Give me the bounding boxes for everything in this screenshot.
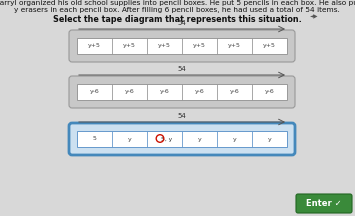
Text: y+5: y+5 bbox=[88, 43, 101, 49]
Text: y-6: y-6 bbox=[89, 89, 99, 95]
Text: 5, y: 5, y bbox=[161, 137, 172, 141]
Text: y-6: y-6 bbox=[195, 89, 204, 95]
Text: 54: 54 bbox=[178, 66, 186, 72]
Text: Select the tape diagram that represents this situation.: Select the tape diagram that represents … bbox=[53, 15, 301, 24]
Text: y: y bbox=[128, 137, 131, 141]
Text: y-6: y-6 bbox=[264, 89, 274, 95]
Text: 54: 54 bbox=[178, 20, 186, 26]
Text: y-6: y-6 bbox=[230, 89, 239, 95]
Text: y+5: y+5 bbox=[263, 43, 276, 49]
Text: Enter ✓: Enter ✓ bbox=[306, 199, 342, 208]
Text: y: y bbox=[268, 137, 271, 141]
FancyBboxPatch shape bbox=[69, 123, 295, 155]
Text: 5: 5 bbox=[93, 137, 97, 141]
Text: y+5: y+5 bbox=[228, 43, 241, 49]
Text: y+5: y+5 bbox=[193, 43, 206, 49]
Text: ◄▶: ◄▶ bbox=[310, 14, 318, 19]
Text: y erasers in each pencil box. After filling 6 pencil boxes, he had used a total : y erasers in each pencil box. After fill… bbox=[14, 7, 340, 13]
FancyBboxPatch shape bbox=[69, 30, 295, 62]
Text: y-6: y-6 bbox=[160, 89, 169, 95]
FancyBboxPatch shape bbox=[77, 38, 287, 54]
Text: 54: 54 bbox=[178, 113, 186, 119]
FancyBboxPatch shape bbox=[77, 84, 287, 100]
Text: y: y bbox=[198, 137, 201, 141]
FancyBboxPatch shape bbox=[77, 131, 287, 147]
Text: Darryl organized his old school supplies into pencil boxes. He put 5 pencils in : Darryl organized his old school supplies… bbox=[0, 0, 355, 6]
FancyBboxPatch shape bbox=[69, 76, 295, 108]
FancyBboxPatch shape bbox=[296, 194, 352, 213]
Text: y-6: y-6 bbox=[125, 89, 135, 95]
Text: y+5: y+5 bbox=[123, 43, 136, 49]
Text: y+5: y+5 bbox=[158, 43, 171, 49]
Text: y: y bbox=[233, 137, 236, 141]
